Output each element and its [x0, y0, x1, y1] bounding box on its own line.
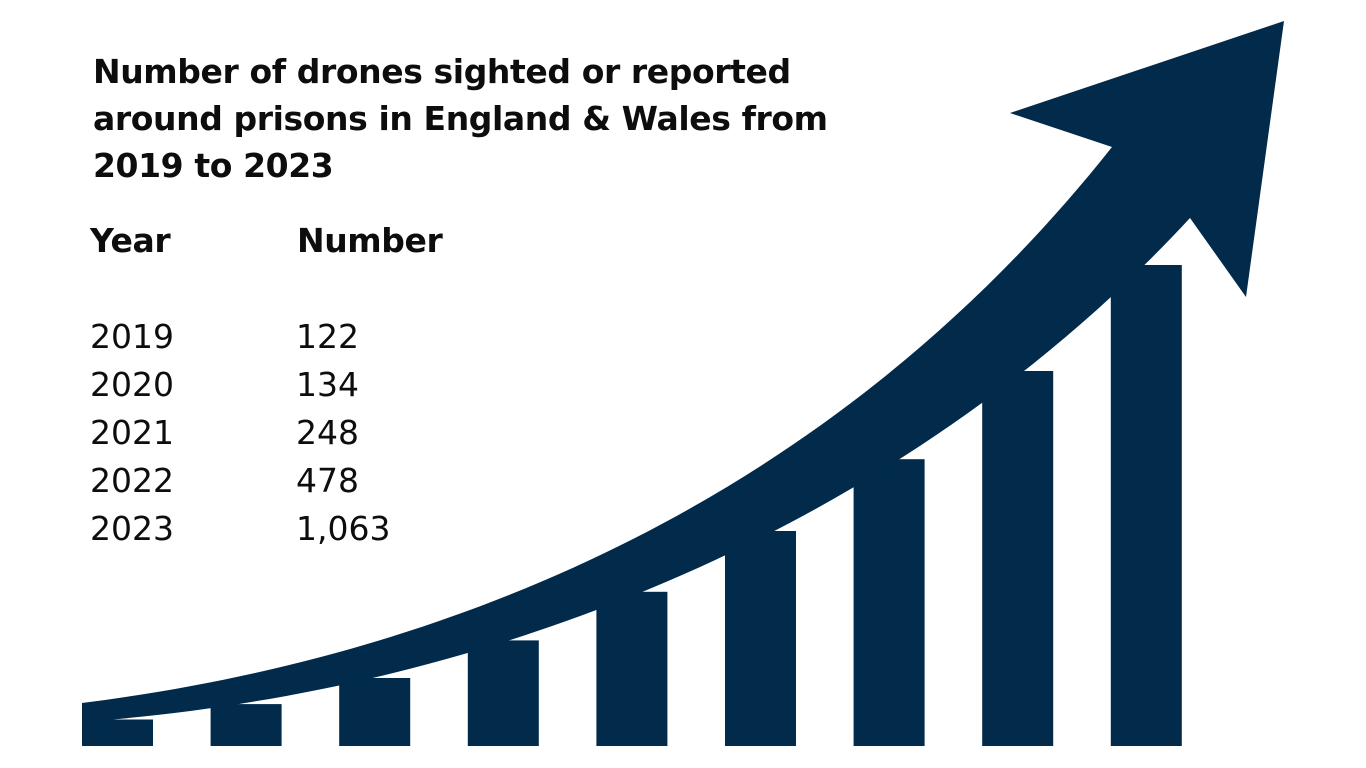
decorative-bar	[210, 704, 282, 746]
decorative-bar	[982, 371, 1054, 746]
year-cell: 2022	[90, 461, 174, 500]
column-header-year: Year	[90, 221, 171, 260]
decorative-bar	[725, 531, 796, 746]
decorative-bar	[1110, 265, 1182, 746]
trend-arrow-icon	[82, 21, 1284, 722]
decorative-bars	[82, 265, 1182, 746]
year-cell: 2021	[90, 413, 174, 452]
number-cell: 122	[296, 317, 359, 356]
number-cell: 1,063	[296, 509, 391, 548]
decorative-bar	[853, 459, 925, 746]
year-cell: 2019	[90, 317, 174, 356]
decorative-bar	[339, 678, 411, 746]
year-cell: 2023	[90, 509, 174, 548]
chart-title: Number of drones sighted or reported aro…	[93, 52, 828, 185]
number-cell: 248	[296, 413, 359, 452]
decorative-bar	[596, 591, 668, 746]
year-cell: 2020	[90, 365, 174, 404]
decorative-bar	[467, 640, 539, 746]
decorative-bar	[82, 719, 153, 746]
column-header-number: Number	[297, 221, 443, 260]
number-cell: 478	[296, 461, 359, 500]
number-cell: 134	[296, 365, 359, 404]
